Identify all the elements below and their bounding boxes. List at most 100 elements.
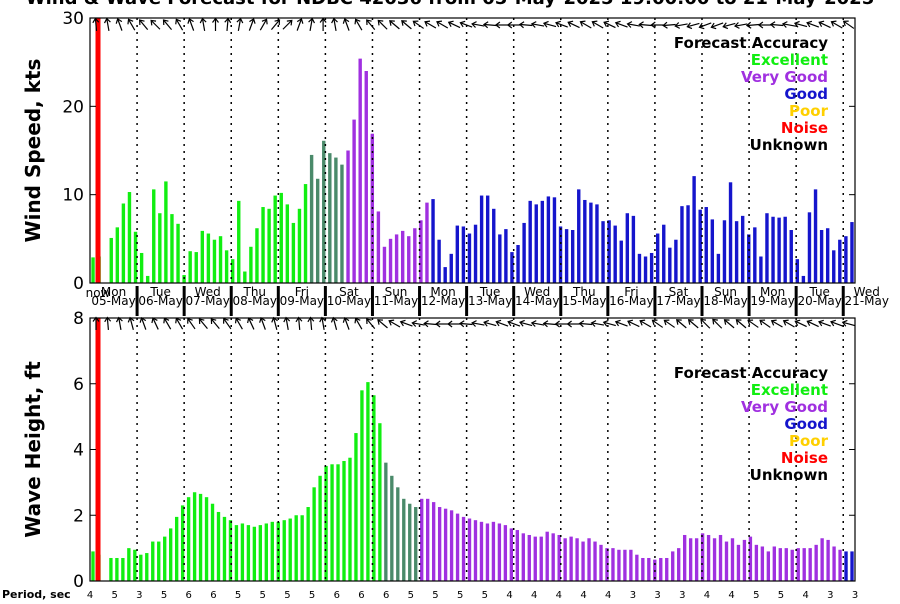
direction-arrow	[319, 316, 327, 331]
date-label: 05-May	[91, 294, 135, 308]
bar	[291, 222, 296, 283]
bar	[813, 189, 818, 283]
bar	[491, 521, 496, 581]
bar	[376, 211, 381, 283]
date-label: 21-May	[845, 294, 889, 308]
bar	[145, 553, 149, 581]
date-label: 10-May	[327, 294, 371, 308]
bar	[492, 208, 496, 283]
bar	[252, 526, 257, 581]
direction-arrow	[115, 316, 123, 331]
date-label: 19-May	[750, 294, 794, 308]
bar	[688, 538, 693, 581]
bar	[419, 220, 423, 283]
bar	[832, 546, 836, 581]
direction-arrow	[388, 319, 401, 328]
direction-arrow	[675, 319, 687, 329]
bar	[400, 230, 405, 283]
bar	[516, 245, 520, 283]
bar	[139, 252, 144, 283]
bar	[346, 150, 350, 283]
date-label: 18-May	[703, 294, 747, 308]
period-value: 4	[605, 590, 611, 600]
period-value: 4	[704, 590, 710, 600]
direction-arrow	[712, 318, 723, 329]
bar	[261, 207, 265, 283]
bar	[564, 229, 569, 283]
period-value: 5	[778, 590, 784, 600]
bar	[198, 493, 203, 581]
bar	[641, 557, 645, 581]
bar	[539, 536, 543, 581]
direction-arrow	[282, 19, 293, 30]
bar	[563, 538, 567, 581]
bar	[218, 236, 223, 283]
direction-arrow	[354, 317, 363, 330]
bar	[237, 200, 241, 283]
bar	[533, 536, 537, 581]
period-value: 5	[260, 590, 266, 600]
plot-frame	[89, 17, 856, 284]
bar	[643, 256, 648, 283]
bar	[595, 204, 599, 283]
bar	[431, 502, 436, 581]
bar	[665, 557, 669, 581]
bar	[583, 199, 587, 283]
direction-arrow	[127, 316, 135, 330]
y-tick-label: 0	[73, 274, 84, 294]
bar	[467, 233, 472, 283]
bar	[479, 521, 484, 581]
y-tick-label: 20	[62, 97, 84, 117]
bar	[552, 197, 557, 283]
direction-arrow	[103, 17, 111, 32]
legend-item: Unknown	[750, 466, 828, 484]
bar	[623, 549, 627, 581]
bar	[133, 231, 138, 283]
bar	[617, 549, 621, 581]
bar	[115, 557, 119, 581]
day-name-label: Thu	[572, 285, 596, 299]
panel-wind: 0 10 20 30 Wind Speed, kts Forecast AccuracyE…	[21, 9, 856, 294]
direction-arrow	[757, 21, 772, 29]
bar	[372, 395, 376, 581]
direction-arrow	[663, 319, 675, 328]
bar	[521, 533, 525, 581]
bar	[778, 548, 782, 582]
legend-item: Noise	[781, 449, 828, 467]
bar	[212, 239, 217, 283]
day-name-label: Tue	[149, 285, 171, 299]
bar	[844, 236, 848, 283]
direction-arrow	[247, 317, 255, 330]
date-label: 16-May	[609, 294, 653, 308]
bar	[589, 202, 593, 283]
bar	[575, 538, 579, 581]
day-name-label: Mon	[760, 285, 785, 299]
date-label: 12-May	[421, 294, 465, 308]
direction-arrow	[735, 319, 747, 329]
direction-arrow	[506, 21, 521, 29]
bar	[158, 213, 162, 283]
direction-arrow	[578, 320, 593, 328]
direction-arrow	[424, 20, 437, 29]
bar	[285, 204, 290, 283]
bar	[437, 239, 441, 283]
direction-arrow	[769, 21, 784, 29]
bar	[309, 154, 314, 283]
direction-arrow	[482, 21, 497, 29]
bar	[825, 228, 830, 283]
period-value: 5	[284, 590, 290, 600]
bar	[431, 199, 435, 283]
bar	[844, 551, 848, 581]
direction-arrow	[342, 316, 350, 330]
bar	[498, 234, 502, 283]
bar	[593, 541, 597, 581]
period-value: 3	[136, 590, 142, 600]
direction-arrow	[519, 319, 533, 327]
bar	[194, 252, 198, 283]
bar	[619, 240, 623, 283]
direction-arrow	[781, 21, 796, 28]
direction-arrow	[366, 19, 376, 30]
